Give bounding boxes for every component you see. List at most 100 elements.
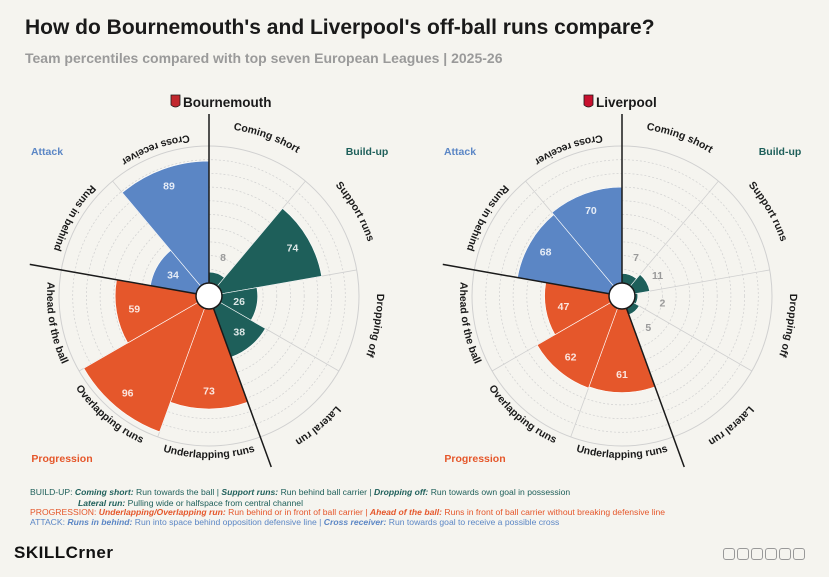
team-name: Bournemouth (183, 95, 272, 110)
value-label: 96 (122, 387, 134, 399)
grid-spoke (630, 180, 719, 287)
category-label-cross-receiver: Cross receiver (119, 132, 190, 167)
grid-ring (581, 255, 663, 337)
grid-ring (540, 214, 704, 378)
category-label-ahead-of-the-ball: Ahead of the ball (44, 282, 70, 366)
liverpool-crest-icon (583, 94, 594, 108)
legend-dropping-off-term: Dropping off: (374, 487, 429, 497)
grid-ring (485, 159, 759, 433)
legend-ahead-desc: Runs in front of ball carrier without br… (444, 507, 666, 517)
category-label-underlapping-runs: Underlapping runs (575, 443, 669, 461)
legend-build-up-prefix: BUILD-UP: (30, 487, 73, 497)
legend-ahead-term: Ahead of the ball: (369, 507, 442, 517)
category-label-coming-short: Coming short (233, 121, 302, 156)
group-label-build-up: Build-up (759, 146, 802, 158)
value-label: 73 (203, 386, 215, 398)
category-label-runs-in-behind: Runs in behind (464, 183, 511, 253)
category-label-coming-short: Coming short (646, 121, 715, 156)
value-label: 59 (128, 304, 140, 316)
category-label-text: Cross receiver (532, 132, 603, 167)
legend-underover-desc: Run behind or in front of ball carrier | (228, 507, 368, 517)
legend-build-up-line2: Lateral run: Pulling wide or halfspace f… (78, 498, 303, 509)
category-label-underlapping-runs: Underlapping runs (162, 443, 256, 461)
value-label: 61 (616, 369, 628, 381)
legend-cross-desc: Run towards goal to receive a possible c… (388, 517, 560, 527)
logo-part-skill: SKILL (14, 543, 66, 562)
category-label-text: Ahead of the ball (457, 282, 483, 366)
value-label: 26 (233, 296, 245, 308)
value-label: 38 (233, 327, 245, 339)
logo-part-c: C (65, 543, 79, 562)
legend-attack-prefix: ATTACK: (30, 517, 66, 527)
control-box-icon (779, 548, 791, 560)
legend-progression: PROGRESSION: Underlapping/Overlapping ru… (30, 507, 665, 518)
category-label-lateral-run: Lateral run (293, 404, 343, 448)
center-hole (608, 282, 636, 310)
category-label-support-runs: Support runs (333, 179, 377, 243)
control-box-icon (793, 548, 805, 560)
legend-dropping-off-desc: Run towards own goal in possession (430, 487, 571, 497)
category-label-text: Lateral run (293, 404, 343, 448)
group-label-attack: Attack (444, 146, 476, 158)
legend-progression-prefix: PROGRESSION: (30, 507, 97, 517)
category-label-dropping-off: Dropping off (776, 294, 799, 359)
skillcorner-logo: SKILLCrner (14, 543, 113, 563)
legend-cross-term: Cross receiver: (323, 517, 387, 527)
legend-support-runs-desc: Run behind ball carrier | (280, 487, 372, 497)
category-label-ahead-of-the-ball: Ahead of the ball (457, 282, 483, 366)
legend-support-runs-term: Support runs: (221, 487, 279, 497)
value-label: 89 (163, 181, 175, 193)
category-label-text: Overlapping runs (486, 383, 558, 446)
center-hole (195, 282, 223, 310)
value-label: 5 (645, 322, 651, 334)
control-box-icon (751, 548, 763, 560)
group-divider (29, 263, 197, 295)
category-label-text: Underlapping runs (162, 443, 256, 461)
category-label-text: Coming short (233, 121, 302, 156)
legend-coming-short-term: Coming short: (74, 487, 134, 497)
bournemouth-crest-icon (170, 94, 181, 108)
window-controls (723, 547, 807, 565)
control-box-icon (737, 548, 749, 560)
crest-shape (583, 94, 594, 108)
grid-spoke (634, 269, 770, 295)
grid-ring (127, 214, 291, 378)
page-subtitle: Team percentiles compared with top seven… (25, 50, 503, 66)
category-label-overlapping-runs: Overlapping runs (486, 383, 558, 446)
legend-lateral-run-term: Lateral run: (78, 498, 126, 508)
category-label-text: Support runs (746, 179, 790, 243)
logo-part-rner: rner (78, 543, 114, 562)
category-label-text: Ahead of the ball (44, 282, 70, 366)
value-label: 47 (558, 301, 570, 313)
value-label: 34 (167, 270, 179, 282)
legend-lateral-run-desc: Pulling wide or halfspace from central c… (127, 498, 303, 508)
label-arc (689, 389, 762, 451)
crest-shape (170, 94, 181, 108)
legend-behind-desc: Run into space behind opposition defensi… (134, 517, 322, 527)
value-label: 11 (652, 270, 663, 282)
radar-liverpool: 7 Coming short 11 Support runs 2 Dropping off… (442, 94, 802, 468)
category-label-text: Runs in behind (464, 183, 511, 253)
value-label: 8 (220, 252, 226, 264)
team-name: Liverpool (596, 95, 657, 110)
group-label-progression: Progression (31, 453, 92, 465)
legend-coming-short-desc: Run towards the ball | (136, 487, 219, 497)
group-divider (442, 263, 610, 295)
group-label-attack: Attack (31, 146, 63, 158)
category-label-lateral-run: Lateral run (706, 404, 756, 448)
value-label: 7 (633, 252, 639, 264)
category-label-runs-in-behind: Runs in behind (51, 183, 98, 253)
value-label: 68 (540, 246, 552, 258)
category-label-text: Underlapping runs (575, 443, 669, 461)
legend-underover-term: Underlapping/Overlapping run: (98, 507, 226, 517)
label-arc (276, 389, 349, 451)
grid-spoke (633, 302, 753, 372)
category-label-text: Runs in behind (51, 183, 98, 253)
category-label-text: Coming short (646, 121, 715, 156)
category-label-text: Support runs (333, 179, 377, 243)
group-label-build-up: Build-up (346, 146, 389, 158)
value-label: 74 (287, 242, 299, 254)
legend-attack: ATTACK: Runs in behind: Run into space b… (30, 517, 559, 528)
legend-behind-term: Runs in behind: (67, 517, 133, 527)
